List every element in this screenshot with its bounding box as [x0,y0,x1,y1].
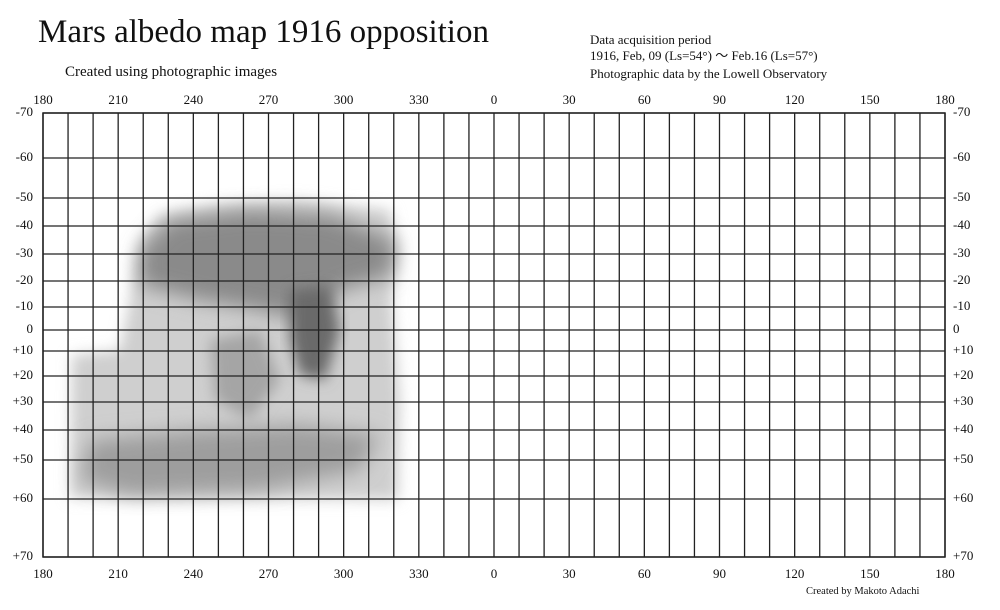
latitude-label: -40 [953,217,970,232]
longitude-label: 180 [33,566,53,581]
latitude-label: -30 [953,245,970,260]
latitude-label: +20 [953,367,973,382]
latitude-label: -60 [16,149,33,164]
info-line: Photographic data by the Lowell Observat… [590,66,828,81]
dark-region [290,285,340,380]
latitude-label: -60 [953,149,970,164]
latitude-label: +60 [953,490,973,505]
longitude-label: 180 [935,92,955,107]
latitude-label: -20 [953,272,970,287]
longitude-label: 150 [860,92,880,107]
albedo-shading [70,200,400,500]
latitude-label: -70 [16,104,33,119]
credit: Created by Makoto Adachi [806,586,920,597]
latitude-label: +20 [13,367,33,382]
latitude-label: +50 [13,451,33,466]
info-line: 1916, Feb, 09 (Ls=54°) ～ Feb.16 (Ls=57°) [590,48,818,63]
longitude-label: 270 [259,566,279,581]
latitude-label: +70 [13,548,33,563]
dark-region [210,330,280,420]
latitude-label: -20 [16,272,33,287]
latitude-label: -50 [953,189,970,204]
longitude-label: 150 [860,566,880,581]
longitude-label: 300 [334,566,354,581]
longitude-label: 0 [491,92,498,107]
latitude-label: -50 [16,189,33,204]
longitude-label: 330 [409,92,429,107]
longitude-label: 180 [935,566,955,581]
longitude-label: 30 [563,92,576,107]
latitude-label: +10 [13,342,33,357]
latitude-label: 0 [27,321,34,336]
info-line: Data acquisition period [590,32,712,47]
latitude-label: +40 [13,421,33,436]
longitude-label: 240 [184,566,204,581]
longitude-label: 180 [33,92,53,107]
longitude-label: 30 [563,566,576,581]
latitude-label: +60 [13,490,33,505]
longitude-label: 300 [334,92,354,107]
longitude-label: 330 [409,566,429,581]
longitude-label: 60 [638,92,651,107]
subtitle: Created using photographic images [65,64,277,80]
longitude-label: 210 [108,566,128,581]
latitude-label: +10 [953,342,973,357]
latitude-label: -10 [16,298,33,313]
latitude-label: +30 [13,393,33,408]
latitude-label: +40 [953,421,973,436]
latitude-label: 0 [953,321,960,336]
latitude-label: -70 [953,104,970,119]
latitude-label: -10 [953,298,970,313]
longitude-label: 90 [713,92,726,107]
latitude-label: +70 [953,548,973,563]
longitude-label: 90 [713,566,726,581]
longitude-label: 120 [785,92,805,107]
latitude-label: +30 [953,393,973,408]
longitude-label: 0 [491,566,498,581]
longitude-label: 240 [184,92,204,107]
longitude-label: 60 [638,566,651,581]
latitude-label: +50 [953,451,973,466]
title: Mars albedo map 1916 opposition [38,14,489,50]
longitude-label: 270 [259,92,279,107]
latitude-label: -30 [16,245,33,260]
longitude-label: 120 [785,566,805,581]
longitude-label: 210 [108,92,128,107]
latitude-label: -40 [16,217,33,232]
